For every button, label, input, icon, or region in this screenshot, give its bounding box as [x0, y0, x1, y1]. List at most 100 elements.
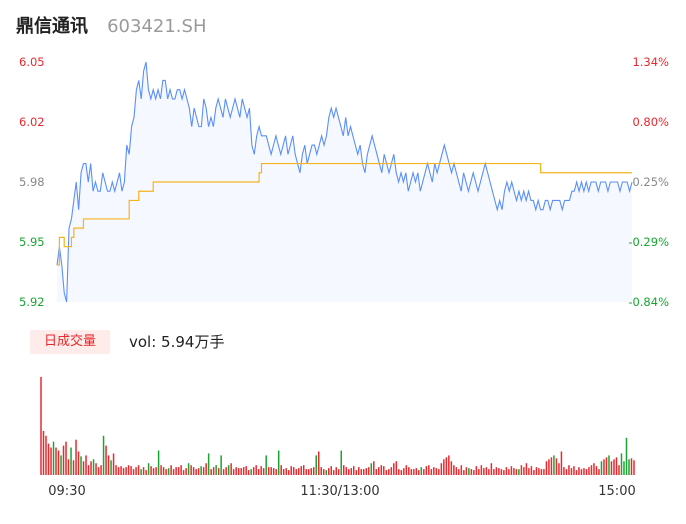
- volume-bar: [202, 467, 205, 475]
- volume-bar: [568, 465, 570, 475]
- volume-bar: [353, 466, 355, 475]
- volume-bar: [322, 469, 325, 475]
- volume-bar: [310, 468, 312, 475]
- volume-bar: [473, 470, 475, 475]
- volume-bar: [292, 467, 295, 475]
- volume-bar: [67, 459, 70, 475]
- volume-bar: [580, 469, 583, 475]
- volume-bar: [155, 467, 157, 475]
- volume-bar: [620, 453, 623, 475]
- volume-bar: [438, 469, 440, 475]
- volume-bar: [513, 468, 515, 475]
- daily-volume-tab[interactable]: 日成交量: [30, 330, 110, 354]
- volume-bar: [172, 469, 175, 475]
- volume-bar: [510, 466, 513, 475]
- volume-bar: [520, 465, 523, 475]
- volume-bar: [495, 467, 498, 475]
- volume-bar: [530, 466, 533, 475]
- volume-bar: [240, 468, 242, 475]
- volume-bar: [170, 465, 172, 475]
- volume-bar: [570, 468, 573, 475]
- volume-bar: [330, 466, 332, 475]
- volume-bar: [312, 467, 315, 475]
- volume-bar: [435, 468, 438, 475]
- volume-bar: [272, 468, 275, 475]
- volume-bar: [400, 470, 403, 475]
- volume-bar: [453, 465, 455, 475]
- volume-bar: [550, 457, 553, 475]
- volume-bar: [327, 468, 330, 475]
- volume-bar: [152, 468, 155, 475]
- volume-bar: [350, 468, 353, 475]
- volume-bar: [295, 469, 297, 475]
- volume-bar: [160, 465, 162, 475]
- volume-bar: [192, 467, 195, 475]
- volume-bar: [508, 469, 510, 475]
- volume-bar: [90, 461, 92, 475]
- volume-bar: [197, 468, 200, 475]
- volume-bar: [548, 459, 550, 475]
- volume-bar: [618, 465, 620, 475]
- volume-bar: [440, 463, 443, 475]
- time-tick: 15:00: [598, 484, 635, 499]
- volume-bar: [370, 463, 373, 475]
- volume-bar: [383, 466, 385, 475]
- volume-bar: [122, 468, 125, 475]
- volume-bar: [475, 466, 478, 475]
- volume-bar: [468, 468, 470, 475]
- volume-bar: [333, 470, 335, 475]
- volume-bar: [500, 469, 503, 475]
- volume-bar: [315, 455, 317, 475]
- time-tick: 09:30: [48, 484, 85, 499]
- volume-bar: [307, 469, 310, 475]
- volume-bar: [560, 451, 563, 475]
- volume-bar: [403, 468, 405, 475]
- volume-bar: [230, 463, 232, 475]
- volume-bar: [425, 466, 428, 475]
- volume-bar: [543, 469, 545, 475]
- volume-bar: [598, 469, 600, 475]
- volume-bar: [137, 465, 140, 475]
- volume-bar: [343, 465, 345, 475]
- volume-bar: [165, 469, 167, 475]
- volume-bar: [135, 467, 137, 475]
- volume-bar: [245, 466, 247, 475]
- volume-bar: [70, 447, 72, 475]
- volume-bar: [120, 466, 122, 475]
- volume-bar: [498, 468, 500, 475]
- volume-bar: [363, 469, 365, 475]
- volume-bar: [470, 469, 473, 475]
- volume-bar: [167, 468, 170, 475]
- volume-bar: [242, 467, 245, 475]
- volume-bar: [633, 460, 635, 475]
- volume-bar: [405, 465, 408, 475]
- volume-bar: [505, 467, 508, 475]
- volume-bar: [428, 465, 430, 475]
- volume-bar: [117, 467, 120, 475]
- volume-bar: [227, 465, 230, 475]
- volume-bar: [255, 465, 257, 475]
- volume-bar: [207, 453, 210, 475]
- volume-bar: [325, 470, 327, 475]
- volume-bar: [270, 467, 272, 475]
- volume-bar: [590, 465, 593, 475]
- volume-bar: [195, 469, 197, 475]
- volume-bar: [465, 467, 468, 475]
- average-price-line: [57, 162, 632, 266]
- volume-bar: [355, 470, 358, 475]
- volume-bar: [162, 467, 165, 475]
- volume-bar: [252, 467, 255, 475]
- y-tick-left: 6.02: [19, 115, 45, 129]
- volume-bar: [210, 469, 212, 475]
- volume-bar: [40, 377, 42, 475]
- y-tick-left: 6.05: [19, 55, 45, 69]
- volume-bar: [132, 469, 135, 475]
- volume-bar: [528, 468, 530, 475]
- volume-bar: [413, 469, 415, 475]
- volume-bar: [265, 455, 267, 475]
- volume-bar: [585, 469, 588, 475]
- volume-bar: [82, 461, 85, 475]
- volume-bar: [302, 465, 305, 475]
- volume-bar: [42, 430, 45, 475]
- volume-bar: [545, 461, 548, 475]
